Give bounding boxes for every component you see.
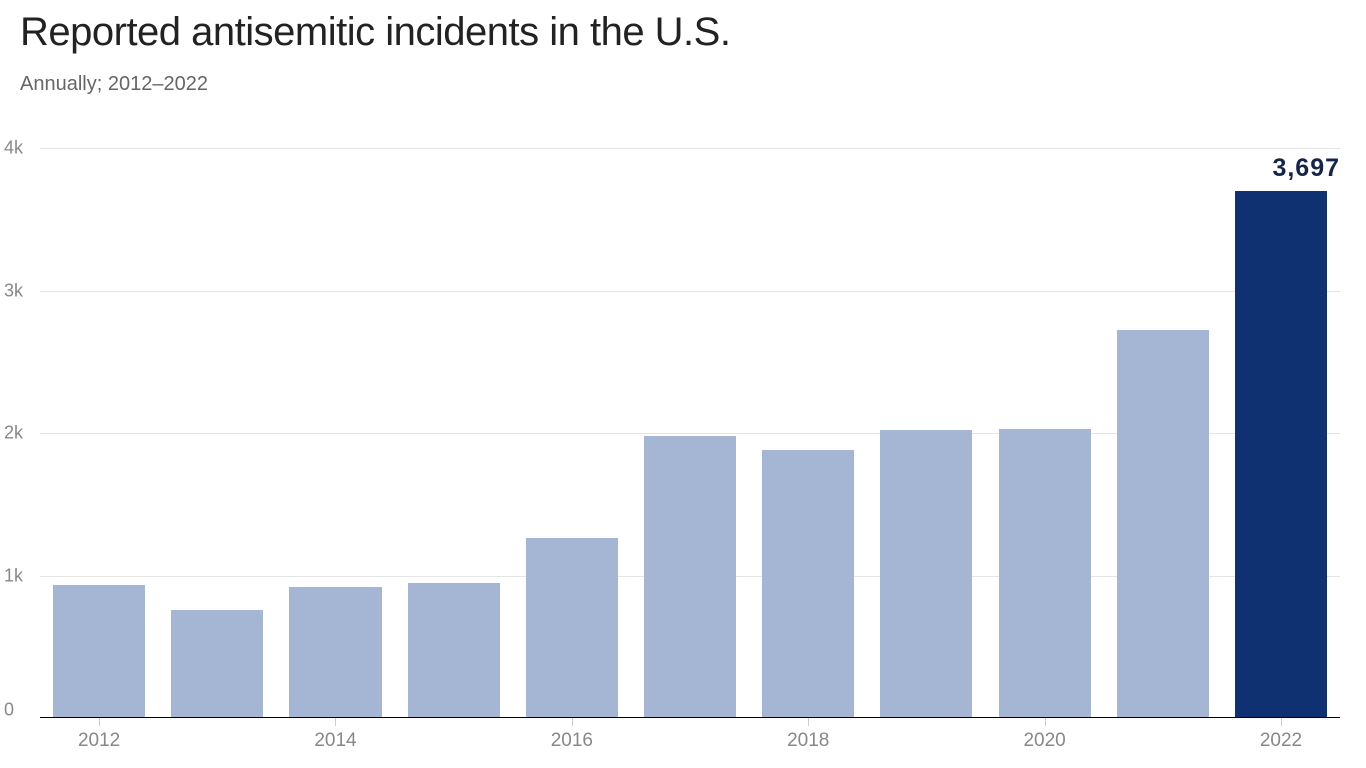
x-tick-label: 2016 [551,730,593,752]
y-tick-label: 1k [4,565,23,586]
bar [880,430,972,718]
bar [644,436,736,718]
y-tick-label: 4k [4,138,23,159]
x-tick-mark [1281,718,1282,726]
bar-slot [867,148,985,718]
x-tick-label: 2022 [1260,730,1302,752]
x-tick-mark [335,718,336,726]
bars-group [40,148,1340,718]
x-tick-mark [99,718,100,726]
bar [1235,191,1327,718]
bar-slot [1222,148,1340,718]
x-tick-label: 2014 [314,730,356,752]
y-tick-label: 3k [4,280,23,301]
bar-slot [631,148,749,718]
x-tick-label: 2018 [787,730,829,752]
bar [289,587,381,718]
x-tick-mark [808,718,809,726]
bar-slot [749,148,867,718]
plot-area: 01k2k3k4k 3,697 [40,148,1340,718]
chart-title: Reported antisemitic incidents in the U.… [20,10,1346,55]
bar [762,450,854,718]
bar [526,538,618,718]
bar [1117,330,1209,718]
x-tick-mark [1045,718,1046,726]
bar-slot [40,148,158,718]
value-callout: 3,697 [1272,154,1340,183]
chart-subtitle: Annually; 2012–2022 [20,73,1346,96]
bar [171,610,263,718]
bar-slot [395,148,513,718]
bar-slot [1104,148,1222,718]
chart-container: Reported antisemitic incidents in the U.… [0,0,1366,768]
bar-slot [986,148,1104,718]
bar-slot [513,148,631,718]
x-tick-mark [572,718,573,726]
y-tick-label: 0 [4,700,14,721]
y-tick-label: 2k [4,423,23,444]
bar-slot [158,148,276,718]
x-tick-label: 2012 [78,730,120,752]
bar [999,429,1091,718]
bar [53,585,145,718]
bar-slot [276,148,394,718]
x-axis-baseline [40,717,1340,718]
x-tick-label: 2020 [1023,730,1065,752]
bar [408,583,500,718]
